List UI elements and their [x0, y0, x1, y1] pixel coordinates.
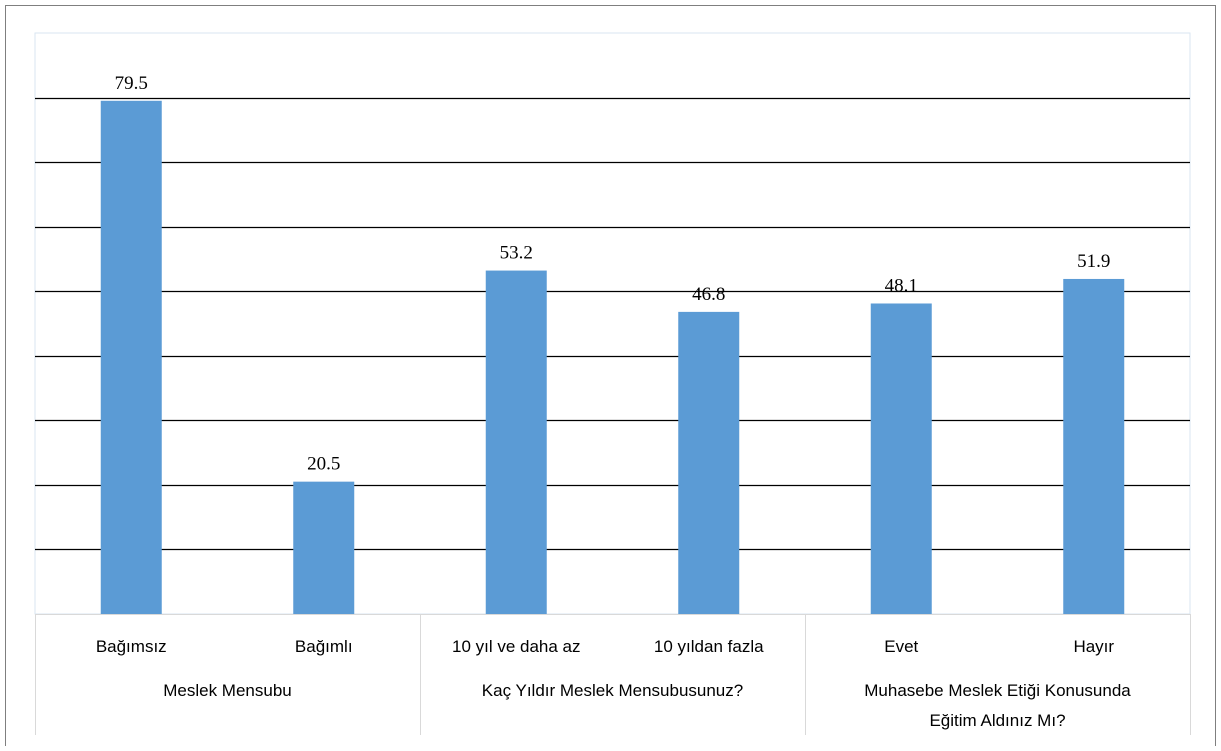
bar [678, 312, 739, 614]
data-label: 53.2 [500, 243, 533, 264]
data-label: 46.8 [692, 284, 725, 305]
bar [871, 303, 932, 614]
category-label: Bağımlı [295, 637, 353, 656]
plot-area [35, 33, 1190, 614]
category-label: 10 yıl ve daha az [452, 637, 581, 656]
bar [293, 482, 354, 614]
category-label: Bağımsız [96, 637, 167, 656]
category-label: 10 yıldan fazla [654, 637, 764, 656]
group-label: Eğitim Aldınız Mı? [929, 711, 1065, 730]
group-label: Meslek Mensubu [163, 681, 292, 700]
category-label: Evet [884, 637, 918, 656]
data-label: 48.1 [885, 275, 918, 296]
category-label: Hayır [1073, 637, 1114, 656]
bar [101, 101, 162, 614]
group-label: Kaç Yıldır Meslek Mensubusunuz? [482, 681, 743, 700]
group-label: Muhasebe Meslek Etiği Konusunda [864, 681, 1131, 700]
outer-frame [6, 6, 1216, 747]
bar [1063, 279, 1124, 614]
data-label: 51.9 [1077, 251, 1110, 272]
data-label: 20.5 [307, 454, 340, 475]
data-label: 79.5 [115, 73, 148, 94]
bar [486, 271, 547, 614]
